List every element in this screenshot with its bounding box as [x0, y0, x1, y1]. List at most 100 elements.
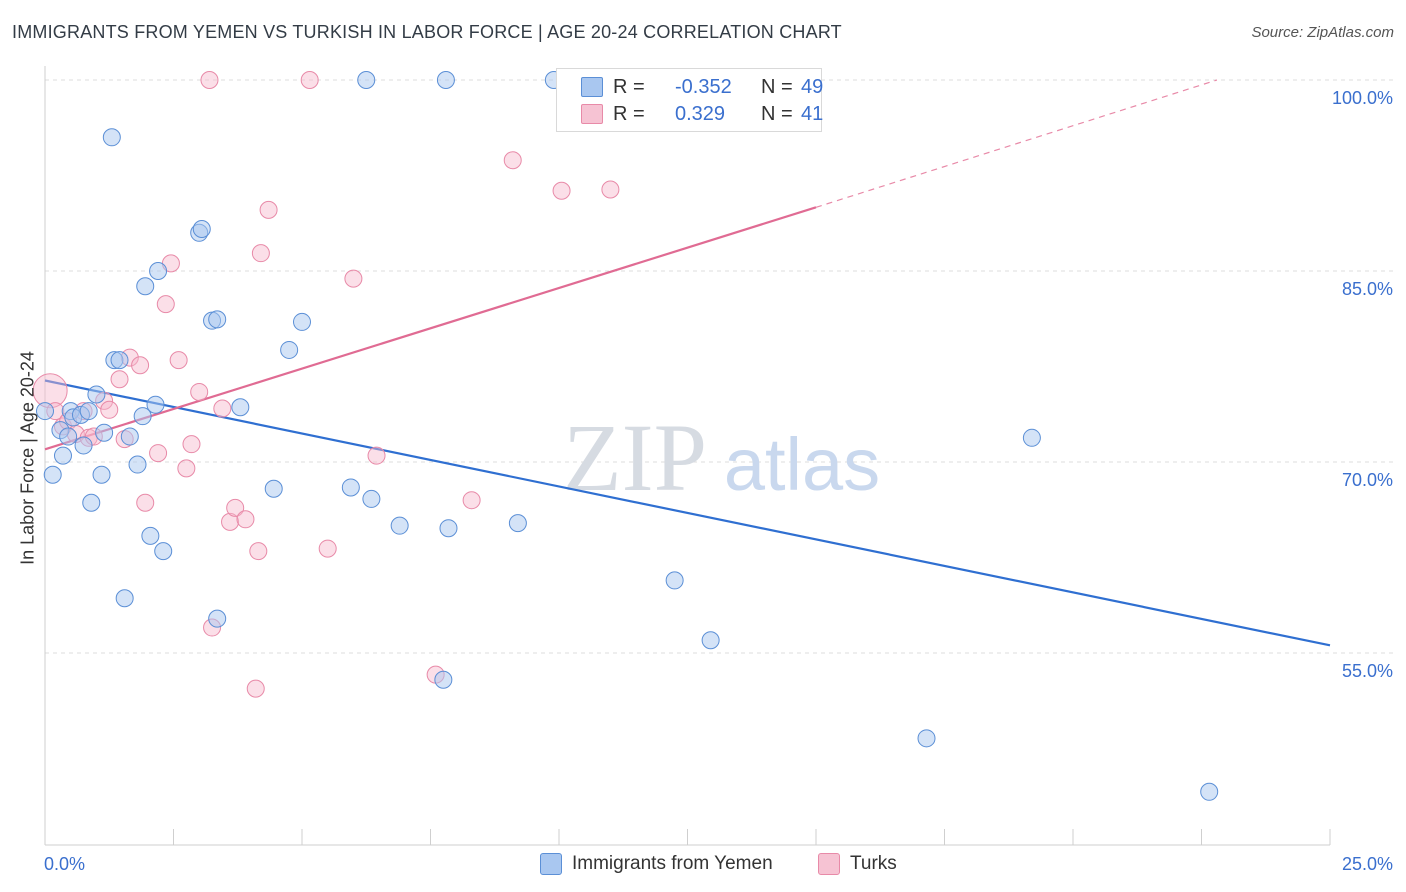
gridlines — [45, 79, 1395, 654]
turks-point — [177, 459, 196, 478]
yemen-point — [146, 395, 165, 414]
turks-point — [149, 444, 168, 463]
yemen-point — [293, 312, 311, 331]
x-tick-label: 25.0% — [1342, 854, 1393, 874]
yemen-point — [1200, 782, 1219, 801]
turks-point — [344, 269, 363, 288]
yemen-point — [357, 71, 376, 89]
yemen-point — [362, 489, 381, 508]
turks-point — [318, 539, 337, 558]
turks-point — [182, 435, 201, 454]
legend-n-label: N = — [761, 102, 793, 125]
turks-point — [236, 510, 255, 529]
turks-point — [300, 71, 319, 89]
x-tick-label: 0.0% — [44, 854, 85, 874]
source-credit: Source: ZipAtlas.com — [1251, 24, 1394, 41]
yemen-point — [133, 407, 152, 426]
yemen-point — [115, 589, 134, 608]
yemen-point — [341, 478, 360, 497]
yemen-point — [231, 398, 250, 417]
yemen-point — [87, 385, 106, 404]
legend-r-value: 0.329 — [675, 102, 726, 125]
watermark-atlas: atlas — [724, 423, 880, 506]
yemen-point — [436, 71, 455, 89]
chart-title: IMMIGRANTS FROM YEMEN VS TURKISH IN LABO… — [12, 22, 842, 42]
y-tick-label: 70.0% — [1342, 470, 1393, 490]
series-name-yemen: Immigrants from Yemen — [572, 853, 773, 874]
yemen-point — [110, 351, 129, 370]
turks-point — [367, 446, 386, 465]
turks-point — [226, 498, 245, 517]
turks-point — [100, 400, 119, 419]
legend-n-value: 49 — [801, 75, 824, 98]
legend-r-value: -0.352 — [675, 75, 732, 98]
y-axis-label: In Labor Force | Age 20-24 — [17, 351, 38, 565]
yemen-point — [120, 427, 139, 446]
yemen-point — [36, 402, 54, 421]
yemen-point — [74, 436, 93, 455]
trend-lines — [44, 79, 1331, 647]
turks-point — [221, 512, 240, 531]
legend-n-label: N = — [761, 75, 793, 98]
yemen-point — [701, 631, 720, 650]
turks-point — [251, 244, 270, 263]
yemen-point — [264, 479, 283, 498]
yemen-point — [192, 219, 211, 238]
turks-point — [249, 542, 268, 561]
tick-labels: 55.0% 70.0% 85.0% 100.0% 0.0% 25.0% — [44, 88, 1393, 874]
yemen-point — [59, 427, 78, 446]
legend-n-value: 41 — [801, 102, 824, 125]
turks-point — [213, 399, 232, 418]
yemen-point — [1022, 428, 1041, 447]
yemen-point — [508, 514, 527, 533]
yemen-point — [141, 526, 160, 545]
yemen-point — [136, 277, 155, 296]
pink-swatch — [581, 104, 603, 124]
watermark: ZIP atlas — [563, 404, 880, 511]
turks-point — [169, 351, 188, 370]
turks-trend-line — [44, 206, 817, 451]
yemen-point — [390, 516, 409, 535]
turks-points — [32, 71, 620, 698]
turks-point — [156, 295, 175, 314]
turks-point — [503, 151, 522, 170]
turks-point — [259, 200, 278, 219]
yemen-point — [53, 446, 72, 465]
yemen-point — [439, 519, 458, 538]
series-name-turks: Turks — [850, 853, 897, 874]
watermark-zip: ZIP — [563, 404, 707, 511]
yemen-point — [95, 423, 114, 442]
bottom-legend-turks: Turks — [818, 850, 897, 878]
y-tick-label: 100.0% — [1332, 88, 1393, 108]
turks-point — [136, 493, 155, 512]
turks-point — [200, 71, 219, 89]
pink-swatch — [818, 853, 840, 875]
yemen-point — [149, 262, 168, 280]
axes — [44, 66, 1331, 846]
turks-point — [131, 356, 150, 375]
y-tick-label: 55.0% — [1342, 661, 1393, 681]
yemen-point — [665, 571, 684, 590]
yemen-point — [917, 729, 936, 748]
yemen-point — [102, 128, 121, 147]
yemen-point — [92, 465, 111, 484]
yemen-point — [208, 609, 227, 628]
turks-point — [601, 180, 620, 199]
turks-point — [462, 491, 481, 510]
legend-r-label: R = — [613, 102, 645, 125]
yemen-trend-line — [44, 379, 1331, 647]
turks-point — [246, 679, 265, 698]
turks-point — [190, 382, 209, 401]
bottom-legend-yemen: Immigrants from Yemen — [540, 850, 773, 878]
turks-trend-extension — [815, 79, 1218, 208]
legend-r-label: R = — [613, 75, 645, 98]
yemen-point — [154, 542, 173, 561]
yemen-points — [36, 71, 1219, 801]
yemen-point — [128, 455, 147, 474]
y-tick-label: 85.0% — [1342, 279, 1393, 299]
yemen-point — [434, 670, 453, 689]
yemen-point — [79, 402, 98, 421]
blue-swatch — [581, 77, 603, 97]
yemen-point — [280, 340, 299, 359]
